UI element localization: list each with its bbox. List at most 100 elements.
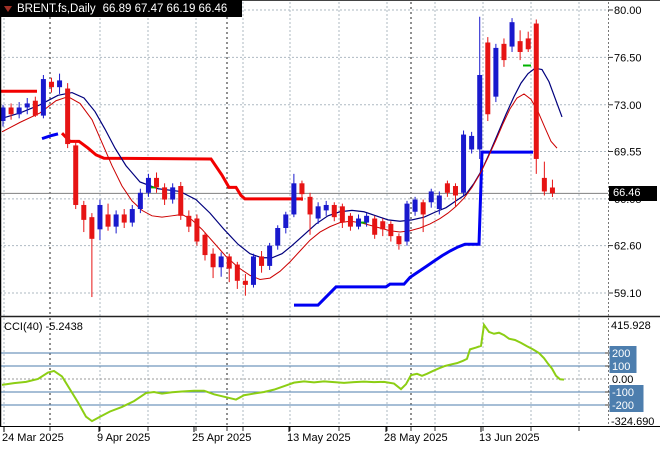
cci-level-badge <box>609 346 637 360</box>
candle-body <box>501 43 507 61</box>
candle-body <box>154 177 160 188</box>
indicator-label: CCI(40) -5.2438 <box>4 321 83 333</box>
y-axis-label: 62.60 <box>614 241 642 253</box>
cci-min-label: -324.690 <box>611 416 654 428</box>
cci-level-badge-label: 100 <box>612 361 630 373</box>
candle-body <box>186 215 192 227</box>
resistance-stop-line <box>60 132 303 201</box>
candle-body <box>57 80 63 88</box>
candle-body <box>533 23 539 159</box>
candle-body <box>452 186 458 196</box>
candle-body <box>202 234 208 256</box>
x-axis-label: 13 Jun 2025 <box>479 432 540 444</box>
candle-body <box>162 187 168 200</box>
candle-body <box>315 206 321 219</box>
candle-body <box>461 134 467 193</box>
y-axis-label: 76.50 <box>614 52 642 64</box>
cci-line <box>1 322 565 423</box>
candle-body <box>283 214 289 228</box>
candle-body <box>8 107 14 115</box>
candle-body <box>89 217 95 239</box>
candle-body <box>267 245 273 266</box>
candle-body <box>234 264 240 281</box>
candle-body <box>428 191 434 203</box>
x-axis-label: 9 Apr 2025 <box>97 432 150 444</box>
candle-body <box>105 214 111 227</box>
candle-body <box>210 253 216 268</box>
candle-body <box>24 103 30 108</box>
symbol-dropdown-triangle-icon[interactable] <box>4 5 12 12</box>
candle-body <box>388 223 394 237</box>
candle-body <box>477 74 483 150</box>
candle-body <box>372 218 378 235</box>
candle-body <box>113 214 119 227</box>
candle-body <box>129 209 135 223</box>
candle-body <box>73 145 79 205</box>
candle-body <box>194 218 200 242</box>
candle-body <box>444 183 450 193</box>
candle-body <box>436 195 442 210</box>
candle-body <box>525 38 531 50</box>
y-axis-label: 73.00 <box>614 100 642 112</box>
candle-body <box>81 204 87 220</box>
candle-body <box>291 183 297 215</box>
candle-body <box>549 187 555 194</box>
symbol-period-label: BRENT.fs,Daily <box>17 2 96 15</box>
candle-body <box>307 196 313 215</box>
candle-body <box>493 47 499 97</box>
candle-body <box>97 204 103 230</box>
current-price-badge: 66.46 <box>609 185 657 201</box>
ohlc-readout: 66.89 67.47 66.19 66.46 <box>102 2 228 15</box>
y-axis-label: 59.10 <box>614 288 642 300</box>
candle-body <box>485 42 491 115</box>
candle-body <box>259 256 265 266</box>
candle-body <box>242 280 248 285</box>
candle-body <box>65 88 71 145</box>
cci-level-badge-label: -100 <box>612 387 634 399</box>
candle-body <box>226 256 232 269</box>
candle-body <box>509 22 515 47</box>
candle-body <box>40 79 46 116</box>
candle-body <box>339 206 345 223</box>
candle-body <box>364 215 370 223</box>
candle-body <box>275 227 281 246</box>
ma-teeth-line <box>1 93 558 280</box>
candle-body <box>145 177 151 193</box>
chart-comment-bar: BRENT.fs,Daily 66.89 67.47 66.19 66.46 <box>0 0 242 17</box>
candle-body <box>137 192 143 210</box>
candle-body <box>404 203 410 242</box>
cci-level-badge-label: -200 <box>612 400 634 412</box>
support-stop-line <box>294 150 533 307</box>
candle-body <box>412 199 418 212</box>
support-stop-line <box>41 132 59 141</box>
x-axis-label: 28 May 2025 <box>384 432 448 444</box>
cci-max-label: 415.928 <box>611 320 651 332</box>
x-axis-label: 24 Mar 2025 <box>2 432 64 444</box>
candle-body <box>16 107 22 115</box>
candle-body <box>0 107 6 122</box>
x-axis-label: 25 Apr 2025 <box>192 432 251 444</box>
candle-body <box>420 202 426 215</box>
y-axis-label: 69.55 <box>614 146 642 158</box>
cci-level-badge <box>609 398 644 412</box>
candle-body <box>380 221 386 230</box>
candle-body <box>517 41 523 52</box>
candle-body <box>178 186 184 216</box>
candle-body <box>250 256 256 285</box>
candle-body <box>121 214 127 223</box>
candle-body <box>170 187 176 200</box>
candle-body <box>469 135 475 150</box>
cci-level-badge <box>609 385 644 399</box>
candle-body <box>331 204 337 218</box>
candle-body <box>541 177 547 192</box>
x-axis-label: 13 May 2025 <box>287 432 351 444</box>
y-axis-label: 80.00 <box>614 5 642 17</box>
candle-body <box>396 236 402 245</box>
candle-body <box>32 100 38 116</box>
candle-body <box>48 81 54 88</box>
candle-body <box>347 215 353 227</box>
candle-body <box>299 183 305 195</box>
cci-level-badge <box>609 359 637 373</box>
